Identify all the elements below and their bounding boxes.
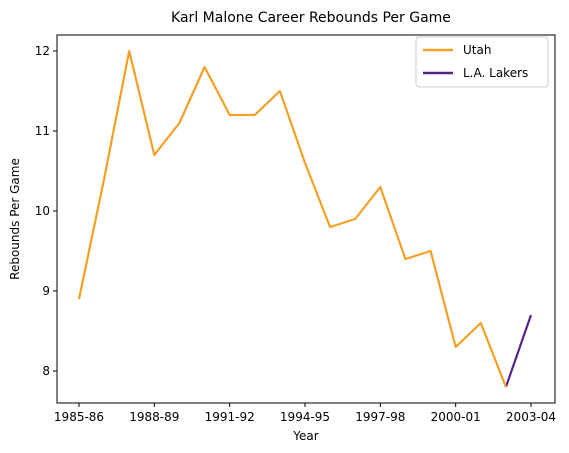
x-tick-label: 1988-89	[129, 410, 179, 424]
x-tick-label: 2003-04	[506, 410, 556, 424]
y-tick-label: 10	[35, 204, 50, 218]
x-axis: 1985-86 1988-89 1991-92 1994-95 1997-98 2000-…	[54, 403, 556, 424]
series-layer	[77, 49, 533, 388]
y-axis: 8 9 10 11 12	[35, 44, 57, 378]
y-axis-label: Rebounds Per Game	[8, 158, 22, 280]
x-tick-label: 2000-01	[431, 410, 481, 424]
y-tick-label: 11	[35, 124, 50, 138]
chart-title: Karl Malone Career Rebounds Per Game	[171, 10, 451, 26]
x-tick-label: 1985-86	[54, 410, 104, 424]
x-tick-label: 1997-98	[355, 410, 405, 424]
series-line-utah	[77, 49, 507, 388]
legend-label-lakers: L.A. Lakers	[463, 66, 528, 80]
x-tick-label: 1994-95	[280, 410, 330, 424]
legend-label-utah: Utah	[463, 43, 491, 57]
y-tick-label: 9	[42, 284, 50, 298]
legend: Utah L.A. Lakers	[415, 36, 549, 88]
y-tick-label: 8	[42, 364, 50, 378]
x-tick-label: 1991-92	[205, 410, 255, 424]
series-line-lakers	[504, 314, 533, 388]
x-axis-label: Year	[292, 429, 318, 443]
plot-area-frame	[56, 34, 556, 404]
y-tick-label: 12	[35, 44, 50, 58]
